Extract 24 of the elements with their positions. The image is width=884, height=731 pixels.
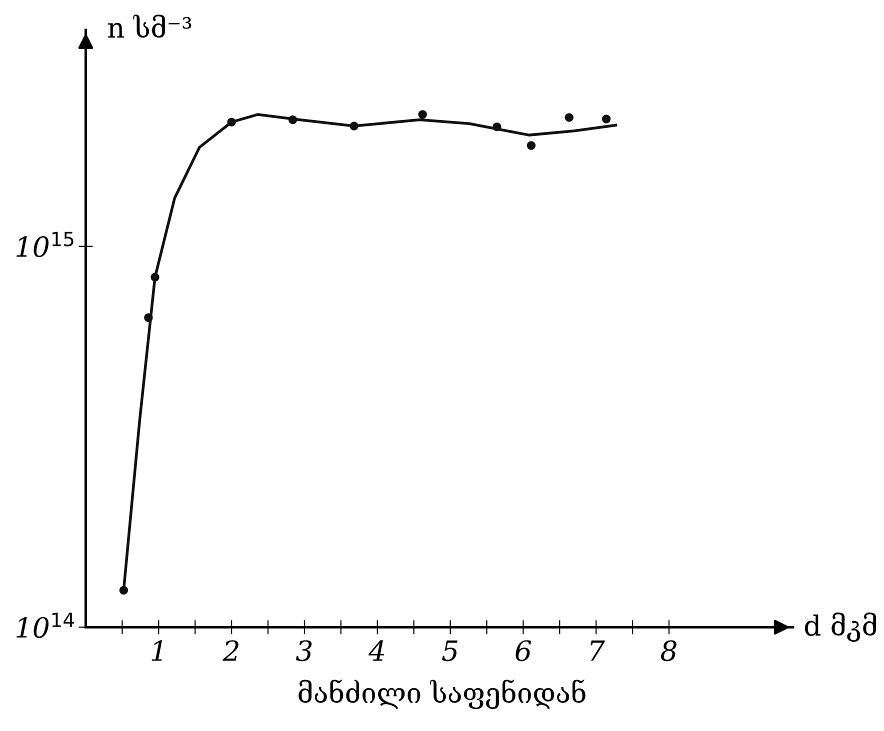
x-tick-label: 1 (152, 640, 162, 661)
x-tick-label: 8 (660, 640, 676, 662)
x-tick-label: 5 (442, 640, 458, 662)
x-tick-label: 6 (516, 640, 532, 662)
point (227, 118, 236, 126)
point (119, 586, 128, 595)
y-tick-label: 10$^{14}$ (16, 612, 74, 638)
point (144, 313, 153, 322)
point (350, 122, 358, 130)
y-axis-title: n სმ⁻³ (108, 14, 192, 38)
x-axis-title: d მკმ (804, 612, 876, 642)
y-tick-label: 10$^{15}$ (16, 232, 74, 258)
x-tick-label: 3 (296, 640, 312, 662)
point (418, 110, 427, 119)
x-tick-label: 2 (222, 640, 238, 661)
point (602, 114, 611, 124)
text: მანძილი საფენიდან (298, 679, 586, 710)
point (288, 115, 298, 124)
point (150, 272, 160, 282)
x-tick-label: 7 (590, 640, 605, 661)
point (526, 141, 536, 150)
point (492, 122, 502, 132)
point (564, 113, 574, 122)
x-tick-label: 4 (368, 640, 384, 661)
